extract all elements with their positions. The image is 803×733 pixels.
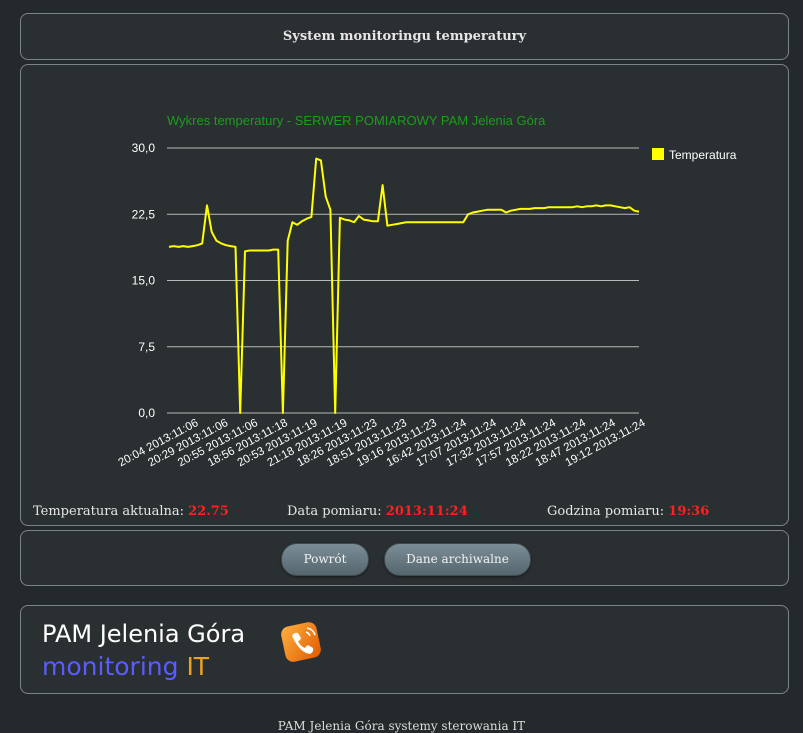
measurement-date-label: Data pomiaru: [287, 504, 382, 519]
measurement-time: Godzina pomiaru: 19:36 [547, 504, 709, 519]
y-axis-ticks: 0,0 7,5 15,0 22,5 30,0 [132, 141, 156, 420]
page-title: System monitoringu temperatury [282, 29, 527, 44]
series-line-temperatura [168, 157, 640, 414]
y-tick-label: 30,0 [132, 141, 156, 155]
temperature-chart: Wykres temperatury - SERWER POMIAROWY PA… [116, 113, 737, 470]
phone-logo-icon [281, 622, 321, 662]
chart-title: Wykres temperatury - SERWER POMIAROWY PA… [167, 113, 546, 128]
brand-subtitle-monitoring: monitoring [42, 652, 179, 681]
footer-text: PAM Jelenia Góra systemy sterowania IT [277, 719, 526, 733]
buttons-panel: Powrót Dane archiwalne [20, 530, 789, 586]
y-tick-label: 22,5 [132, 207, 156, 221]
current-temperature-label: Temperatura aktualna: [33, 504, 184, 519]
measurement-time-value: 19:36 [668, 504, 710, 519]
header-panel: System monitoringu temperatury [20, 13, 789, 60]
legend-swatch [652, 148, 664, 160]
measurement-date-value: 2013:11:24 [385, 504, 468, 519]
y-tick-label: 15,0 [132, 274, 156, 288]
chart-grid [167, 147, 639, 414]
archive-data-button[interactable]: Dane archiwalne [384, 543, 531, 576]
measurement-date: Data pomiaru: 2013:11:24 [287, 504, 468, 519]
brand-subtitle: monitoring IT [42, 652, 209, 681]
y-tick-label: 0,0 [138, 406, 155, 420]
chart-legend: Temperatura [652, 148, 737, 162]
brand-title: PAM Jelenia Góra [42, 620, 246, 648]
brand-panel: PAM Jelenia Góra monitoring IT [20, 605, 789, 694]
chart-panel: Wykres temperatury - SERWER POMIAROWY PA… [20, 64, 789, 526]
current-temperature-value: 22.75 [188, 504, 229, 519]
measurement-time-label: Godzina pomiaru: [547, 504, 665, 519]
current-temperature: Temperatura aktualna: 22.75 [33, 504, 229, 519]
back-button[interactable]: Powrót [281, 543, 369, 576]
legend-label: Temperatura [669, 148, 737, 162]
brand-subtitle-it: IT [186, 652, 210, 681]
y-tick-label: 7,5 [138, 340, 155, 354]
